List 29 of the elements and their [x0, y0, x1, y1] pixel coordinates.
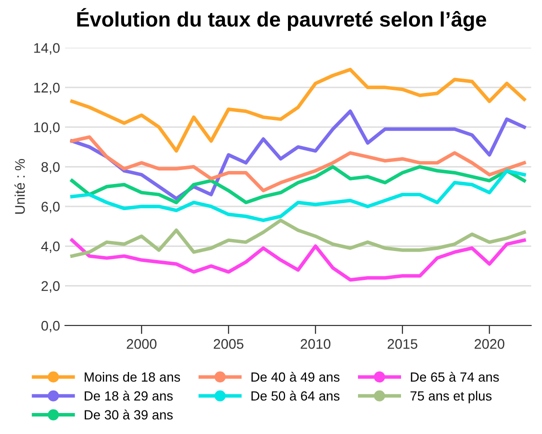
- legend-label: De 30 à 39 ans: [84, 410, 173, 420]
- y-tick-label: 10,0: [34, 122, 60, 134]
- y-tick-label: 4,0: [41, 241, 60, 253]
- y-tick-label: 8,0: [41, 162, 60, 174]
- y-tick-label: 2,0: [42, 281, 60, 293]
- legend-label: 75 ans et plus: [410, 390, 492, 404]
- y-tick-label: 6,0: [42, 202, 60, 214]
- legend-label: De 40 à 49 ans: [252, 372, 340, 382]
- x-tick-label: 2000: [126, 339, 156, 349]
- legend-label: De 65 à 74 ans: [410, 372, 499, 382]
- line-series: [70, 135, 526, 192]
- legend-label: Moins de 18 ans: [84, 372, 180, 382]
- legend-label: De 18 à 29 ans: [84, 390, 173, 401]
- x-tick-label: 2020: [474, 339, 504, 349]
- line-series: [70, 238, 526, 282]
- x-tick-label: 2015: [388, 339, 418, 349]
- line-series: [70, 109, 526, 200]
- x-tick-label: 2005: [214, 339, 244, 349]
- y-tick-label: 12,0: [34, 82, 60, 94]
- y-axis-title: Unité : %: [14, 158, 25, 214]
- line-series: [70, 68, 526, 153]
- chart-title: Évolution du taux de pauvreté selon l’âge: [77, 8, 486, 31]
- legend-label: De 50 à 64 ans: [252, 390, 340, 401]
- x-tick-label: 2010: [300, 339, 330, 349]
- line-series: [70, 218, 526, 258]
- line-series: [70, 169, 526, 222]
- line-series: [70, 165, 526, 204]
- y-tick-label: 0,0: [41, 320, 60, 332]
- y-tick-label: 14,0: [34, 43, 60, 55]
